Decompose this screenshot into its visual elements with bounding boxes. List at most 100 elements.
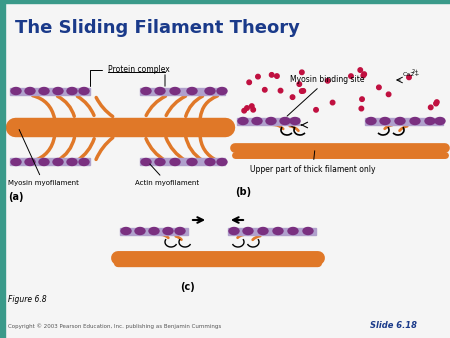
Ellipse shape xyxy=(163,227,173,235)
Ellipse shape xyxy=(300,89,304,93)
Ellipse shape xyxy=(266,118,276,124)
Ellipse shape xyxy=(141,159,151,166)
Ellipse shape xyxy=(425,118,435,124)
Ellipse shape xyxy=(245,106,249,110)
Ellipse shape xyxy=(187,88,197,95)
Ellipse shape xyxy=(67,159,77,166)
Ellipse shape xyxy=(366,118,376,124)
Ellipse shape xyxy=(301,89,306,93)
Ellipse shape xyxy=(11,159,21,166)
Ellipse shape xyxy=(39,88,49,95)
Text: Protein complex: Protein complex xyxy=(90,65,170,86)
Text: (a): (a) xyxy=(8,192,23,202)
Ellipse shape xyxy=(288,227,298,235)
Text: Myosin binding site: Myosin binding site xyxy=(287,75,365,116)
Ellipse shape xyxy=(135,227,145,235)
Ellipse shape xyxy=(149,227,159,235)
Ellipse shape xyxy=(170,88,180,95)
Bar xyxy=(0,0,450,3)
Ellipse shape xyxy=(395,118,405,124)
Text: Myosin myofilament: Myosin myofilament xyxy=(8,129,79,186)
Ellipse shape xyxy=(274,74,279,78)
Ellipse shape xyxy=(243,227,253,235)
Ellipse shape xyxy=(39,159,49,166)
Ellipse shape xyxy=(359,106,364,111)
Ellipse shape xyxy=(297,82,302,87)
Ellipse shape xyxy=(250,104,254,108)
Bar xyxy=(10,158,90,165)
Ellipse shape xyxy=(247,80,252,84)
Bar xyxy=(0,0,5,338)
Ellipse shape xyxy=(290,118,300,124)
Ellipse shape xyxy=(380,118,390,124)
Text: The Sliding Filament Theory: The Sliding Filament Theory xyxy=(15,19,300,37)
Ellipse shape xyxy=(349,74,353,78)
Ellipse shape xyxy=(428,105,433,110)
Ellipse shape xyxy=(377,85,381,90)
Text: Actin myofilament: Actin myofilament xyxy=(135,164,199,186)
Ellipse shape xyxy=(252,118,262,124)
Text: Copyright © 2003 Pearson Education, Inc. publishing as Benjamin Cummings: Copyright © 2003 Pearson Education, Inc.… xyxy=(8,323,221,329)
Ellipse shape xyxy=(121,227,131,235)
Ellipse shape xyxy=(434,101,438,106)
Ellipse shape xyxy=(53,159,63,166)
Ellipse shape xyxy=(280,118,290,124)
Ellipse shape xyxy=(79,159,89,166)
Ellipse shape xyxy=(217,159,227,166)
Bar xyxy=(228,228,316,235)
Ellipse shape xyxy=(362,72,366,76)
Bar xyxy=(10,88,90,95)
Ellipse shape xyxy=(258,227,268,235)
Ellipse shape xyxy=(273,227,283,235)
Ellipse shape xyxy=(303,227,313,235)
Bar xyxy=(237,118,299,125)
Ellipse shape xyxy=(175,227,185,235)
Text: Ca2+: Ca2+ xyxy=(403,72,420,77)
Ellipse shape xyxy=(435,118,445,124)
Ellipse shape xyxy=(238,118,248,124)
Ellipse shape xyxy=(314,107,318,112)
Ellipse shape xyxy=(25,159,35,166)
Ellipse shape xyxy=(242,108,247,113)
Ellipse shape xyxy=(229,227,239,235)
Ellipse shape xyxy=(410,118,420,124)
Ellipse shape xyxy=(170,159,180,166)
Bar xyxy=(140,158,225,165)
Ellipse shape xyxy=(407,75,411,79)
Ellipse shape xyxy=(11,88,21,95)
Text: Slide 6.18: Slide 6.18 xyxy=(370,321,417,330)
Ellipse shape xyxy=(300,70,304,75)
Ellipse shape xyxy=(205,159,215,166)
Ellipse shape xyxy=(330,100,335,105)
Ellipse shape xyxy=(256,74,260,79)
Bar xyxy=(365,118,443,125)
Ellipse shape xyxy=(290,95,295,99)
Ellipse shape xyxy=(387,92,391,97)
Ellipse shape xyxy=(155,88,165,95)
Ellipse shape xyxy=(205,88,215,95)
Ellipse shape xyxy=(360,97,364,101)
Text: Figure 6.8: Figure 6.8 xyxy=(8,295,47,304)
Ellipse shape xyxy=(187,159,197,166)
Ellipse shape xyxy=(278,88,283,93)
Ellipse shape xyxy=(262,88,267,92)
Ellipse shape xyxy=(358,68,363,72)
Ellipse shape xyxy=(325,78,330,83)
Text: Upper part of thick filament only: Upper part of thick filament only xyxy=(250,151,375,174)
Ellipse shape xyxy=(25,88,35,95)
Ellipse shape xyxy=(67,88,77,95)
Ellipse shape xyxy=(79,88,89,95)
Text: 2+: 2+ xyxy=(412,69,419,74)
Ellipse shape xyxy=(270,73,274,77)
Ellipse shape xyxy=(217,88,227,95)
Ellipse shape xyxy=(435,100,439,104)
Bar xyxy=(120,228,188,235)
Text: (b): (b) xyxy=(235,187,251,197)
Ellipse shape xyxy=(53,88,63,95)
Ellipse shape xyxy=(251,107,256,112)
Bar xyxy=(140,88,225,95)
Ellipse shape xyxy=(141,88,151,95)
Text: (c): (c) xyxy=(180,282,195,292)
Ellipse shape xyxy=(361,73,365,78)
Ellipse shape xyxy=(155,159,165,166)
